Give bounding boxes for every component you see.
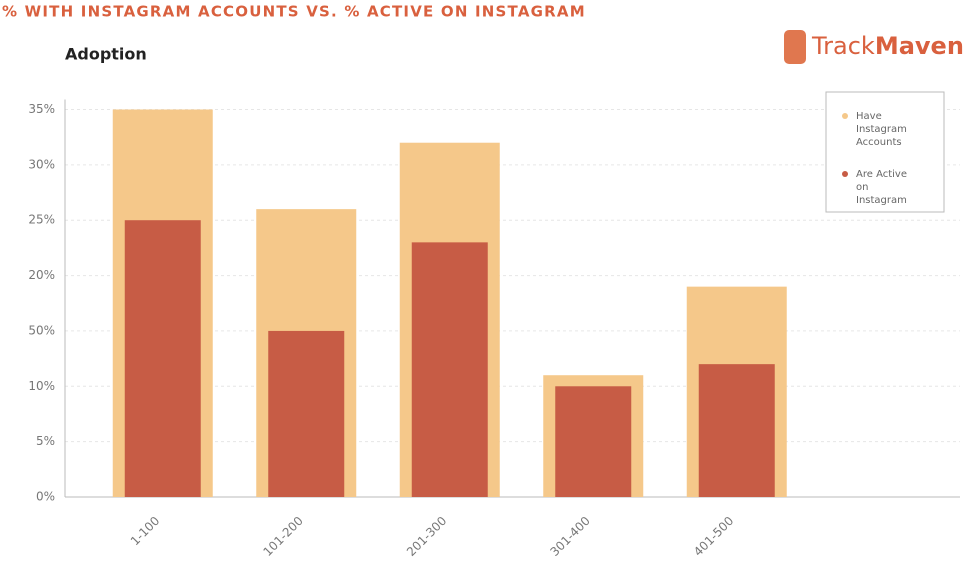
x-tick-label: 1-100 [128, 514, 163, 549]
x-tick-label: 401-500 [691, 514, 736, 559]
bar [411, 242, 488, 497]
bar [555, 386, 632, 497]
y-tick-label: 10% [28, 379, 55, 393]
legend-label: Are Active on Instagram [856, 169, 907, 206]
x-tick-label: 201-300 [404, 514, 449, 559]
legend-entry: Have Instagram Accounts [856, 111, 907, 148]
legend-entry: Are Active on Instagram [856, 169, 907, 206]
y-tick-label: 50% [28, 323, 55, 337]
legend-swatch [842, 113, 848, 119]
y-tick-label: 5% [36, 434, 55, 448]
bar [698, 364, 775, 497]
y-tick-label: 20% [28, 268, 55, 282]
legend-label: Have Instagram Accounts [856, 111, 907, 148]
logo-word: Track [811, 32, 875, 60]
x-tick-label: 301-400 [547, 514, 592, 559]
y-tick-label: 30% [28, 157, 55, 171]
legend: Have Instagram Accounts Are Active on Ins… [825, 91, 945, 213]
y-tick-label: 35% [28, 102, 55, 116]
y-tick-label: 0% [36, 490, 55, 504]
legend-box [825, 91, 945, 213]
logo-word: Maven [875, 32, 964, 60]
chart-title: % WITH INSTAGRAM ACCOUNTS VS. % ACTIVE O… [2, 3, 586, 21]
bar [124, 220, 201, 497]
legend-swatch [842, 171, 848, 177]
chart-subtitle: Adoption [65, 45, 147, 64]
logo-icon [784, 30, 806, 64]
y-tick-label: 25% [28, 213, 55, 227]
logo: TrackMaven [784, 30, 964, 64]
bar [268, 330, 345, 497]
x-tick-label: 101-200 [260, 514, 305, 559]
logo-text: TrackMaven [811, 32, 964, 60]
